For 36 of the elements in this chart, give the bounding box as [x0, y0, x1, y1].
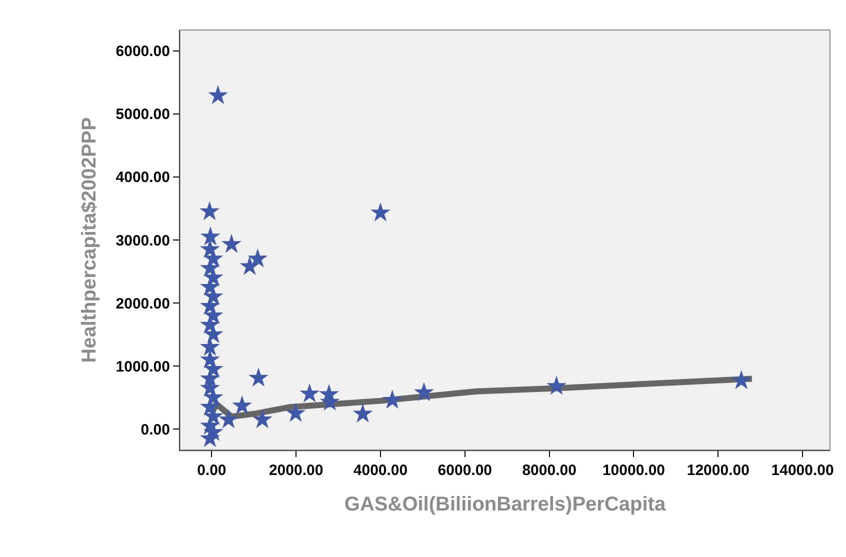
- point: [370, 202, 390, 222]
- y-tick-label: 0.00: [140, 421, 170, 438]
- y-axis-title: Healthpercapita$2002PPP: [78, 117, 100, 363]
- point: [382, 390, 402, 409]
- x-tick-label: 8000.00: [522, 462, 576, 479]
- y-tick-label: 3000.00: [116, 232, 170, 250]
- point: [232, 395, 252, 414]
- x-tick-label: 12000.00: [686, 462, 750, 479]
- point: [414, 382, 434, 402]
- point: [546, 376, 566, 395]
- point: [248, 248, 268, 268]
- x-tick-label: 2000.00: [268, 462, 324, 479]
- point: [218, 409, 239, 428]
- x-tick-label: 6000.00: [438, 462, 492, 479]
- y-tick-label: 5000.00: [116, 106, 170, 124]
- point: [286, 402, 306, 422]
- point: [352, 404, 373, 423]
- point: [203, 324, 224, 344]
- point: [252, 409, 272, 428]
- point: [200, 201, 220, 220]
- x-tick-label: 10000.00: [602, 462, 666, 479]
- x-tick-label: 14000.00: [771, 462, 834, 479]
- point: [300, 383, 320, 402]
- x-axis-title: GAS&Oil(BiliionBarrels)PerCapita: [344, 494, 666, 516]
- point: [240, 256, 260, 275]
- y-tick-label: 6000.00: [116, 43, 170, 60]
- point: [248, 368, 268, 387]
- y-tick-label: 1000.00: [116, 358, 170, 376]
- point: [731, 370, 752, 390]
- point: [222, 234, 242, 253]
- y-tick-label: 4000.00: [116, 169, 170, 186]
- point: [208, 85, 228, 104]
- y-tick-label: 2000.00: [116, 295, 170, 312]
- x-tick-label: 0.00: [197, 462, 226, 479]
- x-tick-label: 4000.00: [353, 462, 408, 479]
- point: [200, 226, 220, 246]
